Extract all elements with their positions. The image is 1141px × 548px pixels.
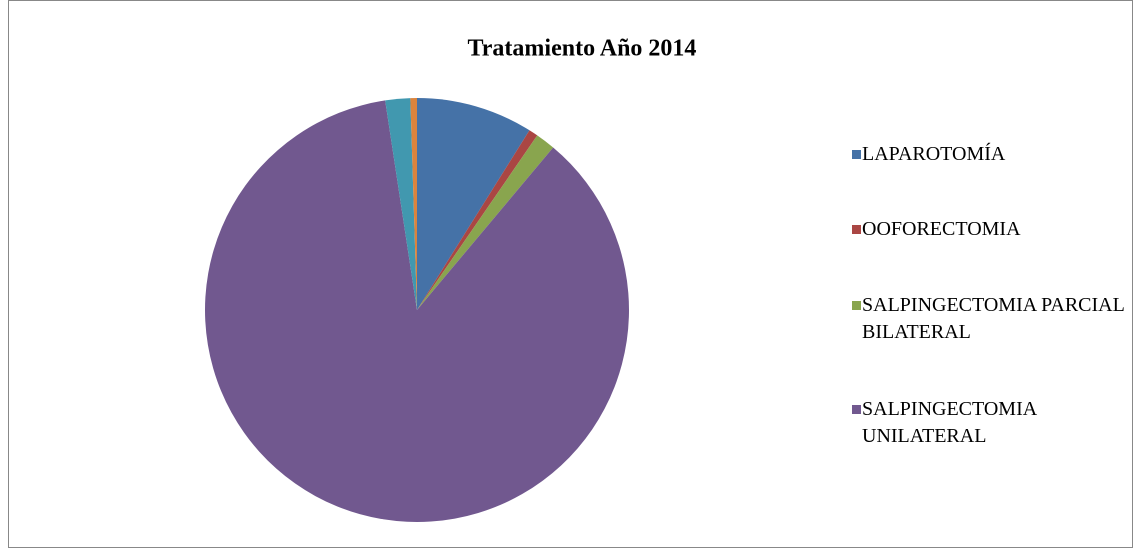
legend-label: SALPINGECTOMIA PARCIAL BILATERAL <box>862 294 1125 343</box>
pie-slice <box>417 135 554 310</box>
legend-entry: SALPINGECTOMIA UNILATERAL <box>862 398 1037 447</box>
legend-label: LAPAROTOMÍA <box>862 143 1006 165</box>
pie-slice <box>417 130 538 310</box>
legend-swatch <box>852 405 861 414</box>
pie-slice <box>417 98 530 310</box>
legend-swatch <box>852 150 861 159</box>
legend-label: OOFORECTOMIA <box>862 218 1021 240</box>
legend-entry: OOFORECTOMIA <box>862 218 1021 240</box>
legend-swatch <box>852 301 861 310</box>
legend-entry: SALPINGECTOMIA PARCIAL BILATERAL <box>862 294 1125 343</box>
chart-title: Tratamiento Año 2014 <box>468 36 697 62</box>
pie-slice <box>385 98 417 310</box>
legend-entry: LAPAROTOMÍA <box>862 143 1006 165</box>
legend-label: SALPINGECTOMIA UNILATERAL <box>862 398 1037 447</box>
pie-slice <box>204 100 630 523</box>
legend-swatch <box>852 225 861 234</box>
pie-slice <box>410 98 417 310</box>
